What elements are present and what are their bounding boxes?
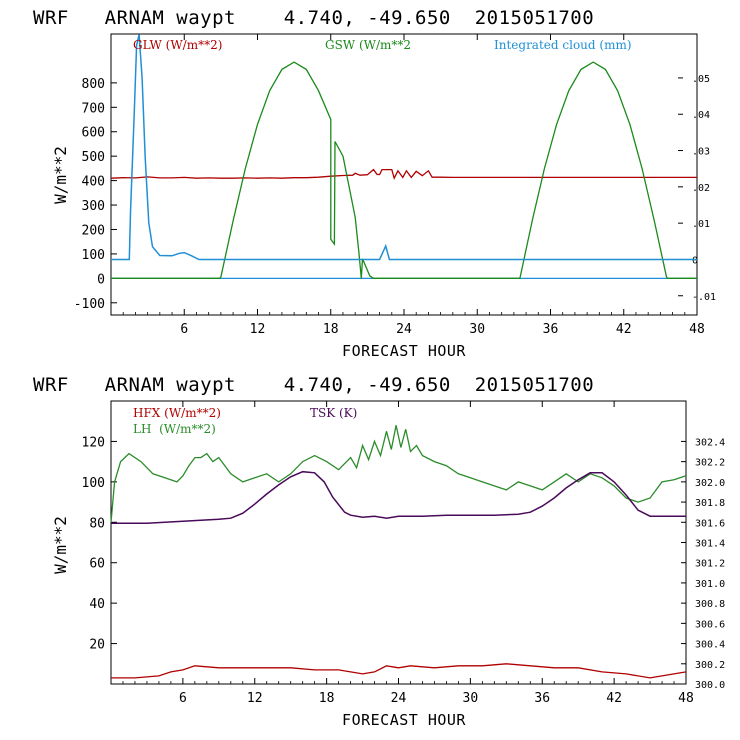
y2-tick-label: 300.8 xyxy=(695,599,725,610)
x-tick-label: 6 xyxy=(179,691,187,706)
y-tick-label: 20 xyxy=(89,638,105,653)
y-tick-label: 600 xyxy=(82,126,105,141)
panel-1-y-axis-label: W/m**2 xyxy=(51,146,70,204)
panel-2-y-axis-label: W/m**2 xyxy=(51,516,70,574)
y2-tick-label: 300.2 xyxy=(695,660,725,671)
y-tick-label: 40 xyxy=(89,597,105,612)
y2-tick-label: 301.2 xyxy=(695,559,725,570)
y-tick-label: 120 xyxy=(82,435,105,450)
series-line-gsw xyxy=(111,61,697,279)
panel-1-axes: 6 12 18 24 30 36 42 48 -100 0 100 200 300 400 500 600 70… xyxy=(74,34,716,337)
y2-tick-label: 302.2 xyxy=(695,458,725,469)
y2-tick-label: 301.6 xyxy=(695,518,725,529)
y2-tick-label: .03 xyxy=(692,147,710,158)
legend-lh: LH (W/m**2) xyxy=(133,422,216,436)
x-tick-label: 18 xyxy=(323,322,339,337)
x-tick-label: 42 xyxy=(616,322,632,337)
panel-1-series xyxy=(110,34,697,279)
y-tick-label: 800 xyxy=(82,77,105,92)
y-tick-label: 0 xyxy=(97,272,105,287)
x-tick-label: 48 xyxy=(689,322,705,337)
x-tick-label: 12 xyxy=(250,322,266,337)
panel-radiation: WRF ARNAM waypt 4.740, -49.650 201505170… xyxy=(33,7,716,360)
x-tick-label: 12 xyxy=(247,691,263,706)
y2-tick-label: .05 xyxy=(692,74,710,85)
y2-tick-label: 301.4 xyxy=(695,539,725,550)
legend-integrated-cloud: Integrated cloud (mm) xyxy=(494,38,632,52)
panel-2-x-axis-label: FORECAST HOUR xyxy=(342,711,466,729)
legend-tsk: TSK (K) xyxy=(310,406,357,420)
y-tick-label: 60 xyxy=(89,557,105,572)
x-tick-label: 48 xyxy=(678,691,694,706)
panel-1-x-axis-label: FORECAST HOUR xyxy=(342,342,466,360)
y2-tick-label: .04 xyxy=(692,110,710,121)
y2-tick-label: 300.0 xyxy=(695,680,725,691)
series-line-integrated-cloud xyxy=(111,34,697,261)
y-tick-label: 100 xyxy=(82,476,105,491)
x-tick-label: 36 xyxy=(534,691,550,706)
y2-tick-label: .02 xyxy=(692,183,710,194)
y2-tick-label: 0 xyxy=(692,255,698,266)
panel-1-title: WRF ARNAM waypt 4.740, -49.650 201505170… xyxy=(33,7,594,29)
y2-tick-label: 300.6 xyxy=(695,619,725,630)
legend-glw: GLW (W/m**2) xyxy=(133,38,222,52)
series-line-glw xyxy=(110,168,697,180)
panel-2-axes: 6 12 18 24 30 36 42 48 20 40 60 80 100 120 302.4 302.2 3… xyxy=(82,401,725,706)
series-line-hfx xyxy=(111,663,687,679)
y-tick-label: -100 xyxy=(74,297,105,312)
x-tick-label: 30 xyxy=(469,322,485,337)
x-tick-label: 36 xyxy=(543,322,559,337)
y2-tick-label: 302.4 xyxy=(695,437,725,448)
y2-tick-label: 301.8 xyxy=(695,498,725,509)
series-line-lh xyxy=(110,425,687,523)
legend-hfx: HFX (W/m**2) xyxy=(133,406,221,420)
y-tick-label: 500 xyxy=(82,150,105,165)
y-tick-label: 80 xyxy=(89,516,105,531)
y2-tick-label: .01 xyxy=(692,219,710,230)
y-tick-label: 100 xyxy=(82,248,105,263)
y-tick-label: 300 xyxy=(82,199,105,214)
x-tick-label: 30 xyxy=(463,691,479,706)
x-tick-label: 18 xyxy=(319,691,335,706)
y2-tick-label: 300.4 xyxy=(695,640,725,651)
y2-tick-label: 302.0 xyxy=(695,478,725,489)
y2-tick-label: -.01 xyxy=(692,292,716,303)
x-tick-label: 24 xyxy=(396,322,412,337)
series-line-tsk xyxy=(111,470,686,525)
x-tick-label: 42 xyxy=(606,691,622,706)
y-tick-label: 400 xyxy=(82,175,105,190)
panel-2-title: WRF ARNAM waypt 4.740, -49.650 201505170… xyxy=(33,374,594,396)
y-tick-label: 700 xyxy=(82,101,105,116)
panel-2-series xyxy=(110,425,687,679)
y-tick-label: 200 xyxy=(82,223,105,238)
legend-gsw: GSW (W/m**2 xyxy=(325,38,411,52)
x-tick-label: 6 xyxy=(180,322,188,337)
y2-tick-label: 301.0 xyxy=(695,579,725,590)
panel-surface-fluxes: WRF ARNAM waypt 4.740, -49.650 201505170… xyxy=(33,374,725,729)
x-tick-label: 24 xyxy=(391,691,407,706)
panel-2-plot-frame xyxy=(110,400,687,685)
